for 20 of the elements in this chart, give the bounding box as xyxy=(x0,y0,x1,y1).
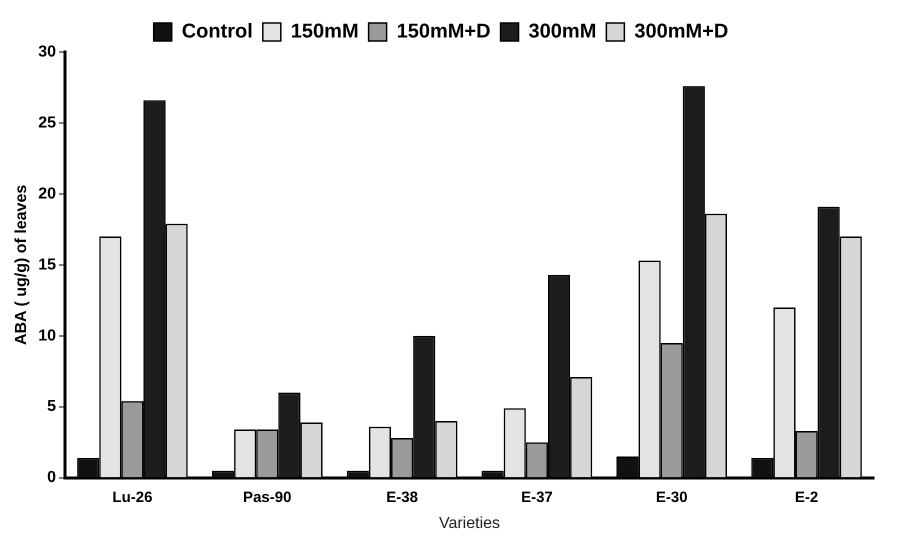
x-tick-label: E-30 xyxy=(656,488,688,506)
y-tick-label: 10 xyxy=(38,327,56,344)
legend-label: 150mM xyxy=(290,20,359,43)
y-axis-title: ABA ( ug/g) of leaves xyxy=(13,184,30,346)
y-tick-label: 25 xyxy=(38,114,56,132)
legend-label: 150mM+D xyxy=(396,20,491,43)
x-tick-label: Pas-90 xyxy=(243,488,292,506)
y-tick-label: 5 xyxy=(47,398,56,416)
x-tick-label: Lu-26 xyxy=(112,488,152,506)
legend-label: Control xyxy=(182,20,253,43)
x-axis-title: Varieties xyxy=(438,514,500,532)
x-tick-label: E-2 xyxy=(794,488,818,506)
y-tick-label: 20 xyxy=(38,185,56,202)
x-tick-label: E-38 xyxy=(386,488,418,506)
x-tick-label: E-37 xyxy=(521,488,553,506)
legend-label: 300mM xyxy=(528,20,596,43)
y-tick-label: 15 xyxy=(38,256,56,274)
y-tick-label: 0 xyxy=(47,469,56,486)
legend-label: 300mM+D xyxy=(634,20,728,43)
y-tick-label: 30 xyxy=(38,43,56,60)
